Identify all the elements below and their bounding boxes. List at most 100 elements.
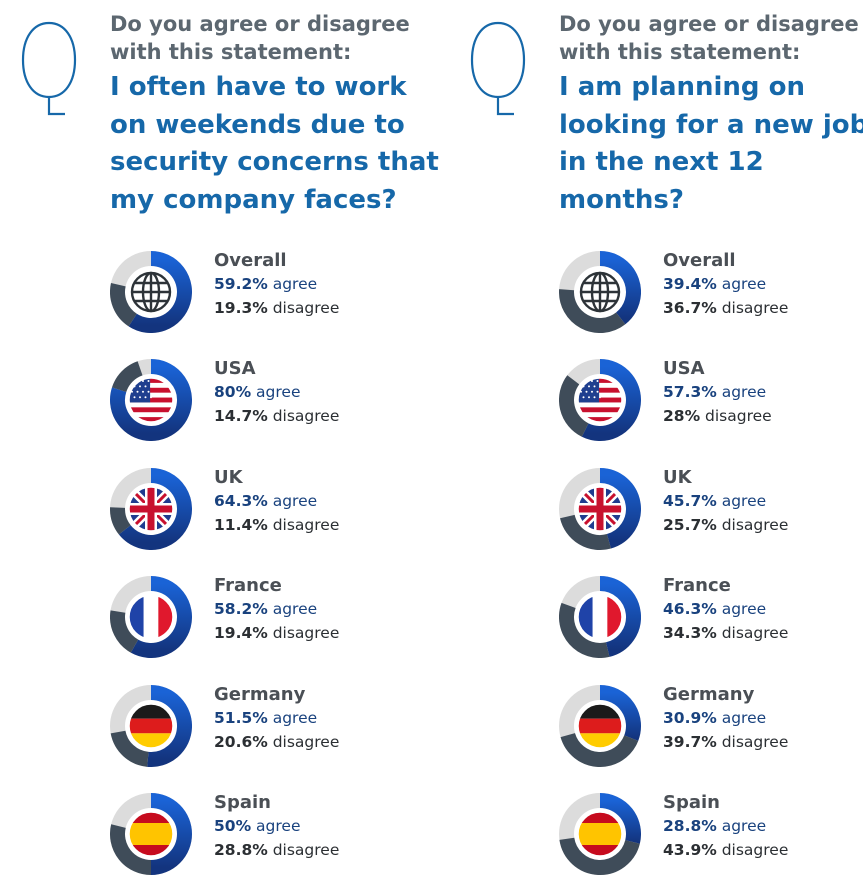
disagree-word: disagree bbox=[267, 841, 340, 859]
country-label: USA bbox=[214, 358, 256, 380]
disagree-value: 34.3% bbox=[663, 624, 717, 643]
question-statement: I am planning on looking for a new job i… bbox=[559, 72, 863, 215]
country-label: Spain bbox=[214, 792, 271, 813]
disagree-value: 36.7% bbox=[663, 299, 717, 317]
donut-chart bbox=[559, 793, 641, 875]
country-label: USA bbox=[663, 358, 705, 380]
agree-word: agree bbox=[267, 275, 318, 293]
donut-chart bbox=[559, 576, 641, 659]
france-flag-icon bbox=[577, 594, 623, 640]
disagree-value: 39.7% bbox=[663, 732, 717, 751]
result-text: Germany 30.9% agree 39.7% disagree bbox=[663, 684, 863, 754]
agree-stat: 46.3% agree bbox=[663, 597, 863, 621]
disagree-stat: 34.3% disagree bbox=[663, 621, 863, 645]
agree-stat: 50% agree bbox=[214, 814, 444, 838]
country-label: UK bbox=[663, 466, 692, 488]
result-text: France 46.3% agree 34.3% disagree bbox=[663, 575, 863, 645]
result-text: UK 64.3% agree 11.4% disagree bbox=[214, 467, 444, 537]
agree-segment bbox=[599, 576, 641, 658]
disagree-segment bbox=[110, 283, 138, 327]
result-text: USA 57.3% agree 28% disagree bbox=[663, 358, 863, 428]
agree-stat: 45.7% agree bbox=[663, 489, 863, 513]
disagree-word: disagree bbox=[716, 732, 789, 751]
agree-value: 80% bbox=[214, 383, 252, 402]
result-row: UK 45.7% agree 25.7% disagree bbox=[559, 466, 863, 560]
result-text: Germany 51.5% agree 20.6% disagree bbox=[214, 684, 444, 754]
agree-word: agree bbox=[267, 491, 318, 510]
result-text: Spain 28.8% agree 43.9% disagree bbox=[663, 792, 863, 862]
result-text: France 58.2% agree 19.4% disagree bbox=[214, 575, 444, 645]
disagree-word: disagree bbox=[267, 624, 340, 643]
agree-segment bbox=[130, 576, 192, 659]
question-statement: I often have to work on weekends due to … bbox=[110, 72, 439, 215]
donut-chart bbox=[110, 251, 192, 333]
globe-icon bbox=[579, 271, 621, 313]
agree-value: 64.3% bbox=[214, 491, 268, 510]
agree-word: agree bbox=[716, 817, 767, 835]
agree-word: agree bbox=[251, 817, 301, 835]
result-row: Overall 59.2% agree 19.3% disagree bbox=[110, 250, 440, 343]
country-label: Germany bbox=[214, 683, 306, 705]
disagree-stat: 28.8% disagree bbox=[214, 838, 444, 862]
result-row: France 58.2% agree 19.4% disagree bbox=[110, 575, 440, 668]
result-text: Overall 39.4% agree 36.7% disagree bbox=[663, 250, 863, 320]
disagree-word: disagree bbox=[700, 407, 772, 426]
disagree-word: disagree bbox=[267, 407, 340, 426]
disagree-segment bbox=[110, 507, 131, 535]
right-panel: Do you agree or disagree with this state… bbox=[449, 0, 863, 875]
result-row: USA 80% agree 14.7% disagree bbox=[110, 358, 440, 451]
agree-word: agree bbox=[716, 275, 767, 293]
donut-chart bbox=[559, 467, 641, 550]
disagree-segment bbox=[560, 514, 611, 550]
usa-flag-icon bbox=[577, 377, 623, 424]
agree-segment bbox=[118, 467, 192, 550]
disagree-value: 25.7% bbox=[663, 515, 717, 534]
country-label: France bbox=[214, 575, 282, 597]
agree-stat: 80% agree bbox=[214, 380, 444, 404]
agree-segment bbox=[128, 251, 192, 333]
result-row: Germany 30.9% agree 39.7% disagree bbox=[559, 684, 863, 777]
disagree-value: 28.8% bbox=[214, 841, 268, 859]
disagree-value: 19.4% bbox=[214, 624, 268, 643]
donut-chart bbox=[559, 359, 641, 442]
usa-flag-icon bbox=[128, 377, 174, 424]
question-prompt: Do you agree or disagree with this state… bbox=[110, 12, 410, 64]
disagree-word: disagree bbox=[716, 515, 789, 534]
donut-chart bbox=[110, 467, 192, 550]
spain-flag-icon bbox=[577, 811, 623, 857]
agree-stat: 57.3% agree bbox=[663, 380, 863, 404]
donut-chart bbox=[110, 684, 192, 767]
agree-segment bbox=[599, 251, 641, 325]
agree-value: 50% bbox=[214, 817, 252, 835]
disagree-stat: 25.7% disagree bbox=[663, 513, 863, 537]
country-label: France bbox=[663, 575, 731, 597]
agree-value: 39.4% bbox=[663, 275, 717, 293]
country-label: Overall bbox=[663, 250, 736, 271]
agree-word: agree bbox=[716, 600, 767, 619]
disagree-value: 20.6% bbox=[214, 732, 268, 751]
agree-value: 46.3% bbox=[663, 600, 717, 619]
disagree-stat: 28% disagree bbox=[663, 404, 863, 428]
disagree-stat: 11.4% disagree bbox=[214, 513, 444, 537]
disagree-value: 11.4% bbox=[214, 515, 268, 534]
agree-word: agree bbox=[716, 383, 767, 402]
disagree-value: 28% bbox=[663, 407, 701, 426]
agree-segment bbox=[147, 684, 192, 767]
agree-value: 45.7% bbox=[663, 491, 717, 510]
question-bubble-icon bbox=[470, 21, 526, 116]
agree-stat: 39.4% agree bbox=[663, 272, 863, 296]
disagree-segment bbox=[112, 361, 143, 393]
disagree-word: disagree bbox=[716, 624, 789, 643]
disagree-word: disagree bbox=[267, 732, 340, 751]
country-label: Germany bbox=[663, 683, 755, 705]
donut-chart bbox=[110, 576, 192, 659]
disagree-segment bbox=[559, 289, 626, 333]
disagree-segment bbox=[110, 824, 152, 875]
germany-flag-icon bbox=[128, 702, 174, 749]
agree-segment bbox=[599, 793, 641, 844]
disagree-stat: 43.9% disagree bbox=[663, 838, 863, 862]
agree-word: agree bbox=[716, 491, 767, 510]
donut-chart bbox=[559, 251, 641, 333]
agree-stat: 28.8% agree bbox=[663, 814, 863, 838]
question-heading: Do you agree or disagree with this state… bbox=[110, 10, 440, 219]
